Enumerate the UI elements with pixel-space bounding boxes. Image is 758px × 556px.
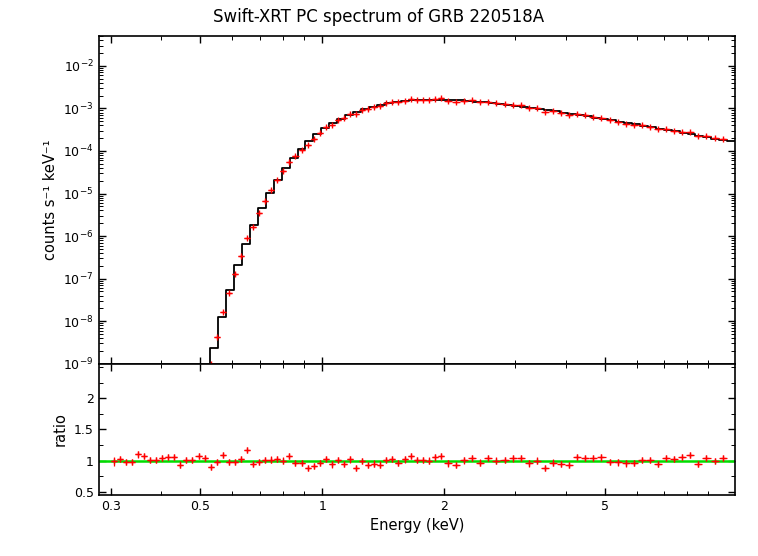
Y-axis label: ratio: ratio xyxy=(53,413,68,446)
Text: Swift-XRT PC spectrum of GRB 220518A: Swift-XRT PC spectrum of GRB 220518A xyxy=(214,8,544,26)
X-axis label: Energy (keV): Energy (keV) xyxy=(370,518,464,533)
Y-axis label: counts s⁻¹ keV⁻¹: counts s⁻¹ keV⁻¹ xyxy=(42,140,58,260)
